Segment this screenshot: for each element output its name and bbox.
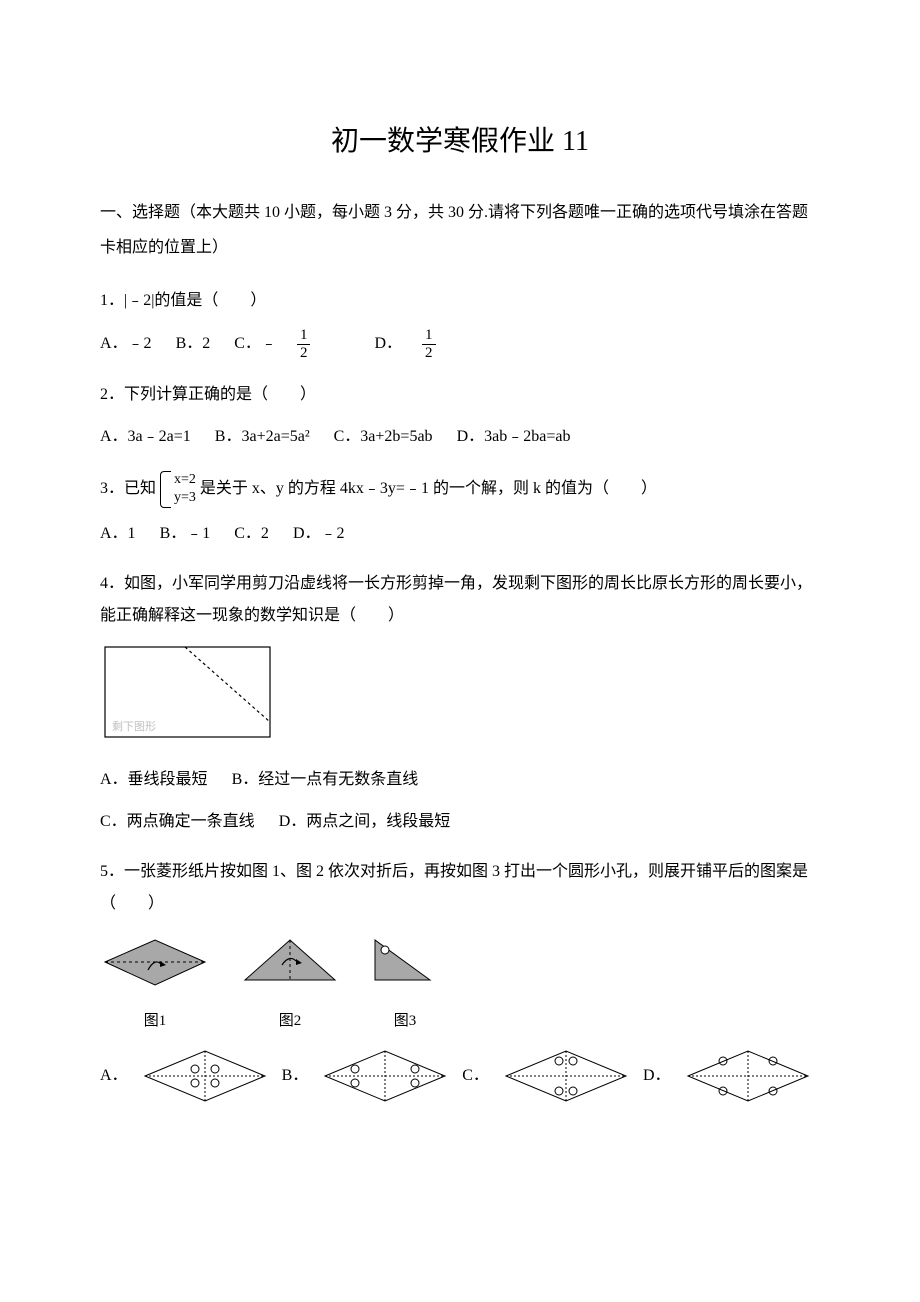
- rhombus-option-d-icon: [683, 1046, 813, 1106]
- rhombus-fold1-icon: [100, 935, 210, 990]
- q2-stem: 2．下列计算正确的是（ ）: [100, 379, 820, 411]
- fraction-icon: 12: [422, 327, 456, 361]
- question-2: 2．下列计算正确的是（ ） A．3a﹣2a=1 B．3a+2a=5a² C．3a…: [100, 379, 820, 453]
- q4-figure: 剩下图形: [100, 642, 820, 754]
- rhombus-option-c-icon: [501, 1046, 631, 1106]
- q1-opt-c: C．﹣12: [234, 335, 354, 352]
- section-intro: 一、选择题（本大题共 10 小题，每小题 3 分，共 30 分.请将下列各题唯一…: [100, 195, 820, 265]
- fold-fig-3: 图3: [370, 935, 440, 1036]
- q4-opt-d: D．两点之间，线段最短: [279, 813, 451, 830]
- fraction-icon: 12: [297, 327, 331, 361]
- q5-opt-d-label: D．: [643, 1060, 671, 1092]
- q4-opt-b: B．经过一点有无数条直线: [232, 771, 419, 788]
- page-title: 初一数学寒假作业 11: [100, 120, 820, 165]
- q5-opt-b-label: B．: [282, 1060, 309, 1092]
- figure-hint: 剩下图形: [112, 720, 156, 733]
- q5-stem: 5．一张菱形纸片按如图 1、图 2 依次对折后，再按如图 3 打出一个圆形小孔，…: [100, 856, 820, 920]
- q5-fold-figures: 图1 图2 图3: [100, 935, 820, 1036]
- q2-opt-a: A．3a﹣2a=1: [100, 428, 191, 445]
- question-4: 4．如图，小军同学用剪刀沿虚线将一长方形剪掉一角，发现剩下图形的周长比原长方形的…: [100, 568, 820, 838]
- q2-opt-b: B．3a+2a=5a²: [215, 428, 310, 445]
- q5-opt-a-label: A．: [100, 1060, 128, 1092]
- fold-label-3: 图3: [370, 1006, 440, 1036]
- q3-opt-b: B．﹣1: [160, 525, 211, 542]
- triangle-hole-icon: [370, 935, 440, 990]
- fold-label-1: 图1: [100, 1006, 210, 1036]
- q4-stem: 4．如图，小军同学用剪刀沿虚线将一长方形剪掉一角，发现剩下图形的周长比原长方形的…: [100, 568, 820, 632]
- question-5: 5．一张菱形纸片按如图 1、图 2 依次对折后，再按如图 3 打出一个圆形小孔，…: [100, 856, 820, 1106]
- q1-optc-prefix: C．﹣: [234, 335, 277, 352]
- rectangle-cut-icon: 剩下图形: [100, 642, 275, 742]
- frac-den: 2: [297, 345, 311, 362]
- fold-fig-2: 图2: [240, 935, 340, 1036]
- q5-options: A． B． C．: [100, 1046, 820, 1106]
- fold-label-2: 图2: [240, 1006, 340, 1036]
- q1-optd-prefix: D．: [374, 335, 402, 352]
- question-1: 1．|﹣2|的值是（ ） A．﹣2 B．2 C．﹣12 D．12: [100, 285, 820, 361]
- q1-options: A．﹣2 B．2 C．﹣12 D．12: [100, 327, 820, 361]
- equation-system-icon: x=2 y=3: [160, 471, 196, 507]
- rhombus-option-b-icon: [320, 1046, 450, 1106]
- q3-suffix: 是关于 x、y 的方程 4kx﹣3y=﹣1 的一个解，则 k 的值为（ ）: [200, 480, 657, 497]
- eq-line-1: x=2: [174, 471, 196, 489]
- fold-fig-1: 图1: [100, 935, 210, 1036]
- q3-opt-c: C．2: [234, 525, 269, 542]
- q2-opt-d: D．3ab﹣2ba=ab: [457, 428, 571, 445]
- q1-opt-b: B．2: [176, 335, 211, 352]
- q4-opt-a: A．垂线段最短: [100, 771, 208, 788]
- q3-prefix: 3．已知: [100, 480, 156, 497]
- q5-opt-c-label: C．: [462, 1060, 489, 1092]
- q4-options-row2: C．两点确定一条直线 D．两点之间，线段最短: [100, 806, 820, 838]
- q1-opt-a: A．﹣2: [100, 335, 152, 352]
- q3-stem: 3．已知 x=2 y=3 是关于 x、y 的方程 4kx﹣3y=﹣1 的一个解，…: [100, 471, 820, 507]
- q3-opt-a: A．1: [100, 525, 136, 542]
- q2-opt-c: C．3a+2b=5ab: [334, 428, 433, 445]
- question-3: 3．已知 x=2 y=3 是关于 x、y 的方程 4kx﹣3y=﹣1 的一个解，…: [100, 471, 820, 549]
- q2-options: A．3a﹣2a=1 B．3a+2a=5a² C．3a+2b=5ab D．3ab﹣…: [100, 421, 820, 453]
- triangle-fold2-icon: [240, 935, 340, 990]
- q4-opt-c: C．两点确定一条直线: [100, 813, 255, 830]
- q1-stem: 1．|﹣2|的值是（ ）: [100, 285, 820, 317]
- rhombus-option-a-icon: [140, 1046, 270, 1106]
- frac-den: 2: [422, 345, 436, 362]
- q4-options-row1: A．垂线段最短 B．经过一点有无数条直线: [100, 764, 820, 796]
- q1-opt-d: D．12: [374, 335, 475, 352]
- q3-opt-d: D．﹣2: [293, 525, 345, 542]
- eq-line-2: y=3: [174, 489, 196, 507]
- frac-num: 1: [422, 327, 436, 345]
- q3-options: A．1 B．﹣1 C．2 D．﹣2: [100, 518, 820, 550]
- frac-num: 1: [297, 327, 311, 345]
